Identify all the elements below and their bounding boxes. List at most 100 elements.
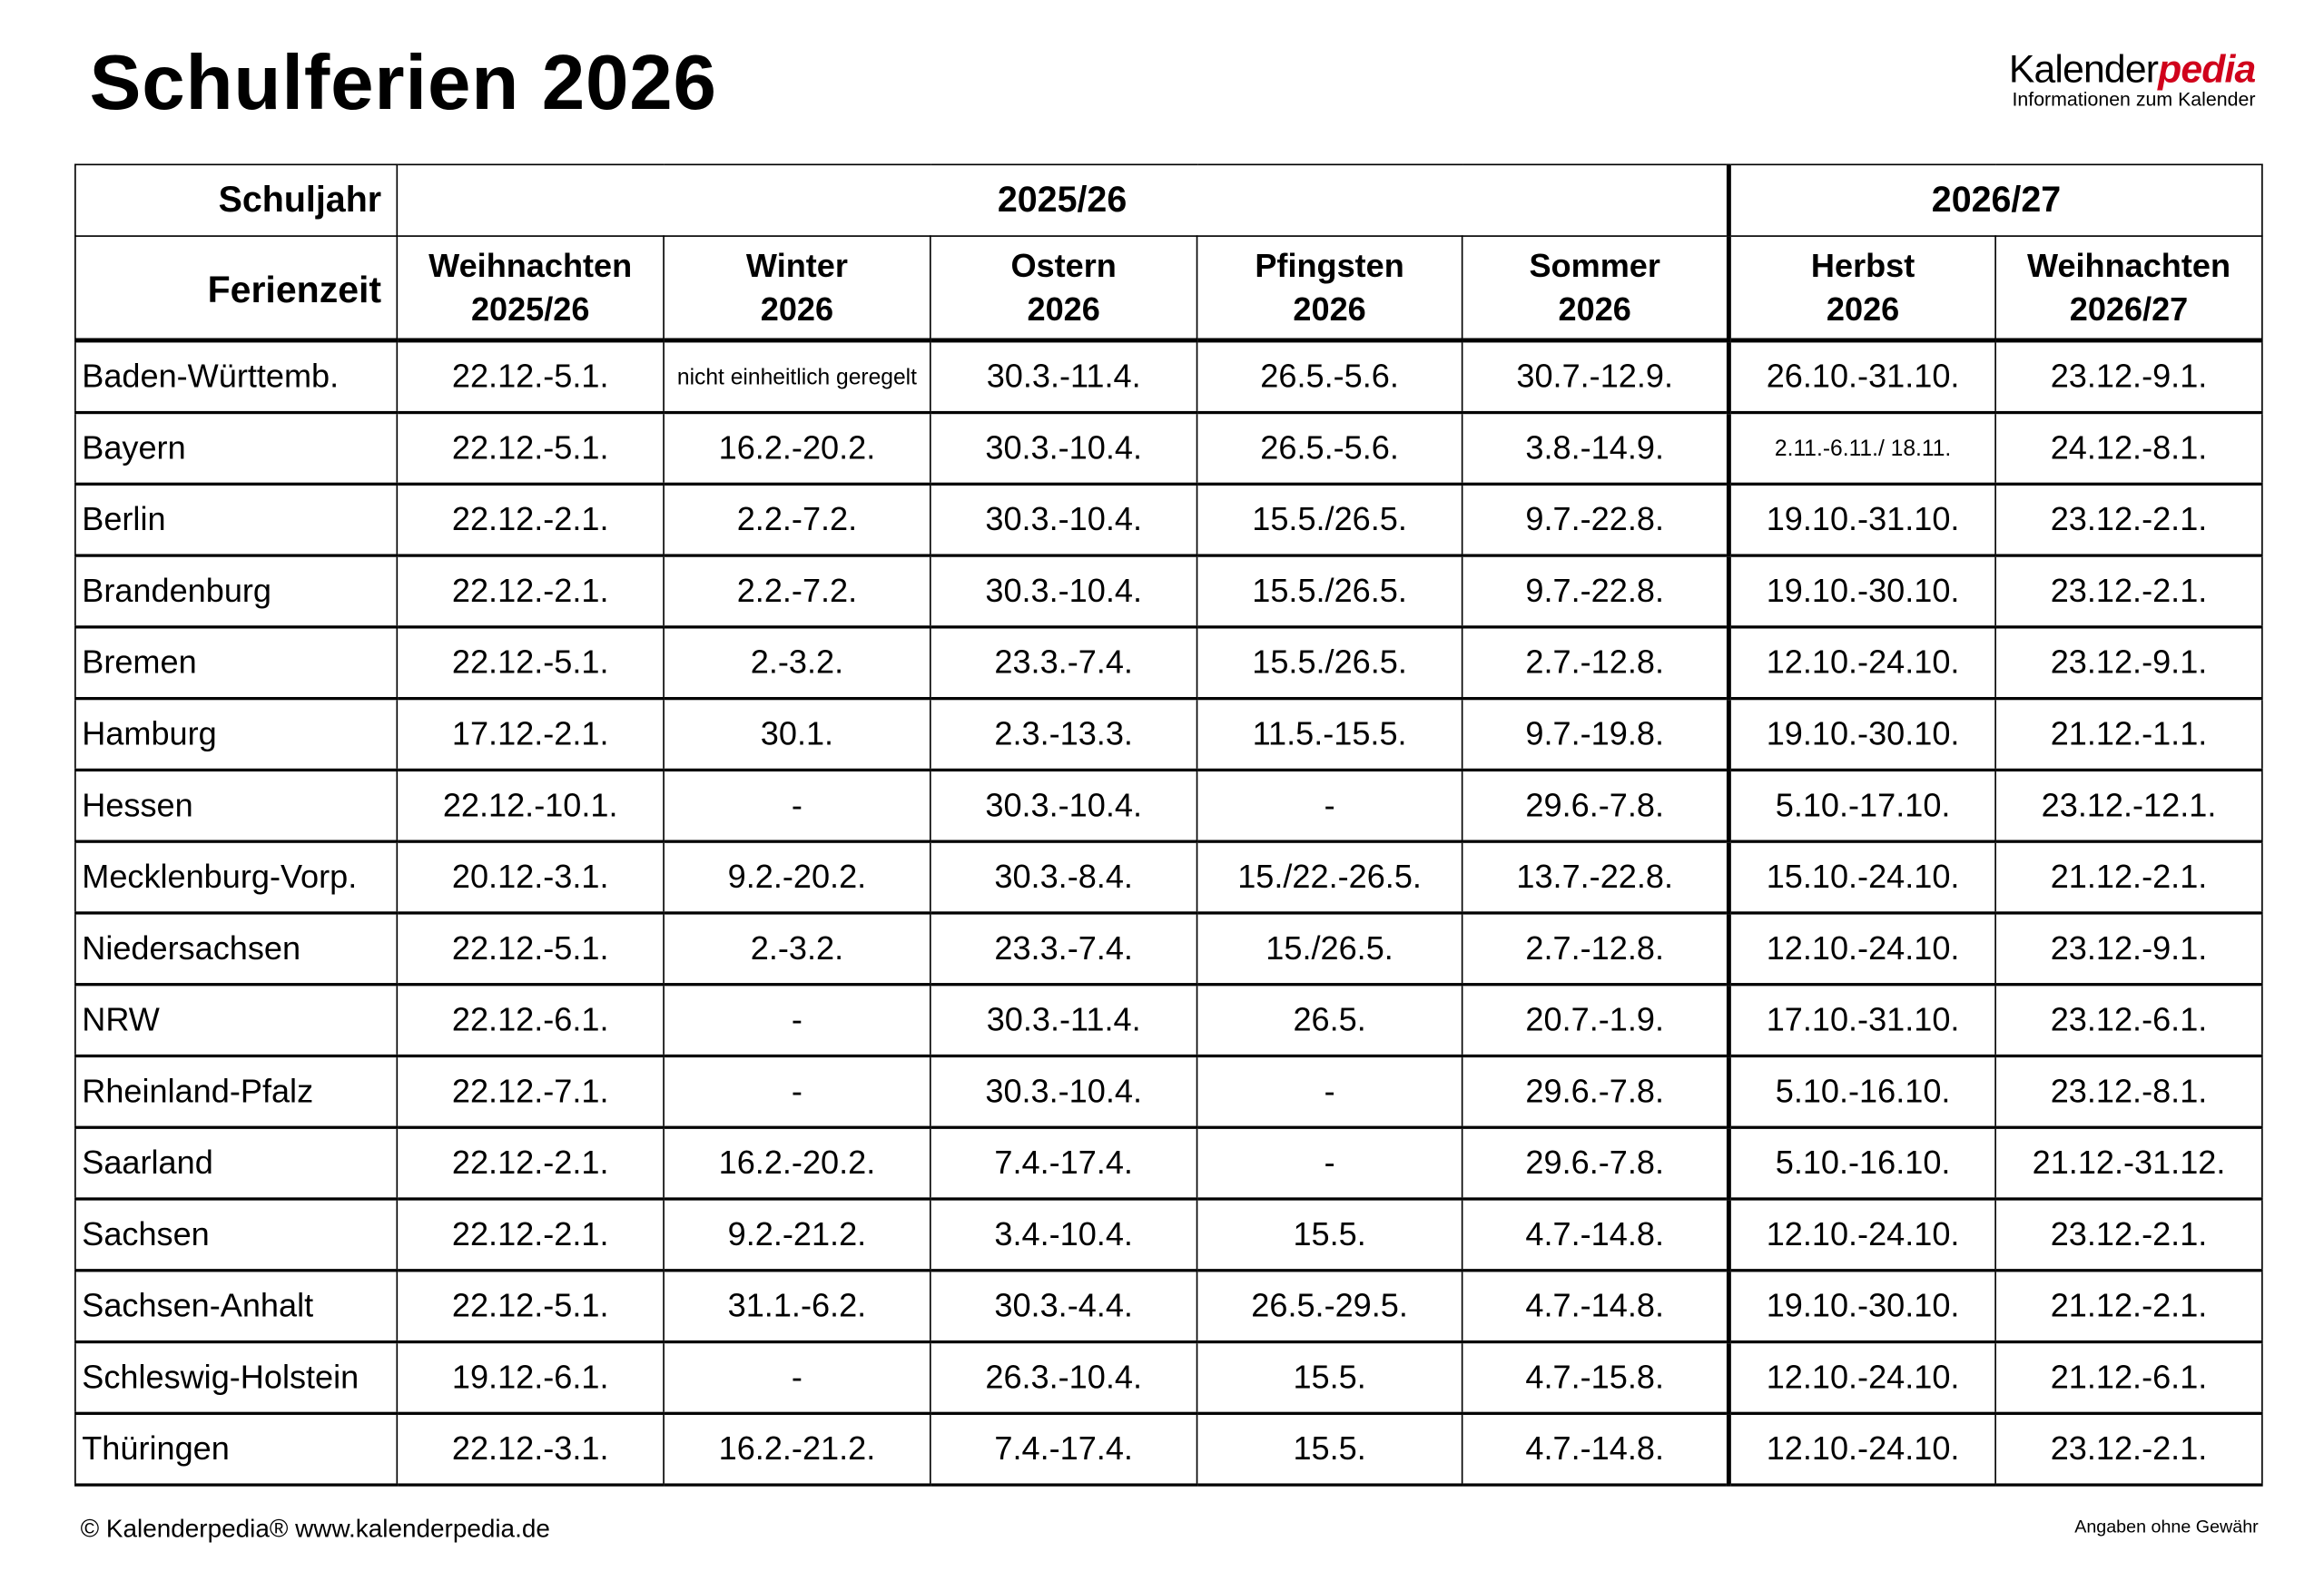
- holiday-cell: 22.12.-7.1.: [396, 1055, 665, 1129]
- table-row: Hessen 22.12.-10.1. -30.3.-10.4. -29.6.-7.8…: [74, 769, 2263, 843]
- holiday-cell: 17.10.-31.10.: [1726, 983, 1996, 1058]
- holiday-cell: 15.5./26.5.: [1196, 555, 1463, 629]
- table-row: Rheinland-Pfalz 22.12.-7.1. -30.3.-10.4. -2…: [74, 1055, 2263, 1129]
- holiday-cell: nicht einheitlich geregelt: [663, 339, 931, 415]
- holiday-cell: 16.2.-21.2.: [663, 1412, 931, 1487]
- holiday-cell: 2.7.-12.8.: [1461, 626, 1730, 701]
- holiday-cell: 15./26.5.: [1196, 912, 1463, 987]
- holiday-cell: 4.7.-15.8.: [1461, 1341, 1730, 1415]
- table-row: Niedersachsen 22.12.-5.1. 2.-3.2. 23.3.-7.4…: [74, 912, 2263, 987]
- holiday-cell: 21.12.-2.1.: [1994, 1269, 2263, 1344]
- column-header: Herbst 2026: [1726, 235, 1996, 343]
- column-header: Weihnachten 2026/27: [1994, 235, 2263, 343]
- holiday-cell: 24.12.-8.1.: [1994, 411, 2263, 486]
- table-row: Sachsen-Anhalt 22.12.-5.1. 31.1.-6.2. 30.3.…: [74, 1269, 2263, 1344]
- holiday-cell: 20.12.-3.1.: [396, 840, 665, 915]
- holiday-cell: 2.-3.2.: [663, 912, 931, 987]
- state-name: Bayern: [74, 411, 399, 486]
- holiday-cell: 9.7.-19.8.: [1461, 697, 1730, 772]
- holiday-cell: 23.12.-8.1.: [1994, 1055, 2263, 1129]
- holiday-cell: -: [1196, 769, 1463, 843]
- table-row: Hamburg 17.12.-2.1. 30.1. 2.3.-13.3. 11.5.-1…: [74, 697, 2263, 772]
- holiday-cell: 22.12.-5.1.: [396, 339, 665, 415]
- holiday-cell: 15.5./26.5.: [1196, 626, 1463, 701]
- holiday-cell: 12.10.-24.10.: [1726, 912, 1996, 987]
- column-header-year: 2026: [1027, 290, 1100, 329]
- state-name: Niedersachsen: [74, 912, 399, 987]
- holiday-cell: 13.7.-22.8.: [1461, 840, 1730, 915]
- footer-copyright: © Kalenderpedia® www.kalenderpedia.de: [80, 1514, 550, 1544]
- holiday-cell: 9.2.-20.2.: [663, 840, 931, 915]
- holiday-cell: 30.3.-10.4.: [929, 1055, 1198, 1129]
- holiday-cell: 26.10.-31.10.: [1726, 339, 1996, 415]
- holiday-cell: 22.12.-5.1.: [396, 1269, 665, 1344]
- holiday-cell: 12.10.-24.10.: [1726, 626, 1996, 701]
- holiday-cell: 22.12.-6.1.: [396, 983, 665, 1058]
- holiday-cell: 9.7.-22.8.: [1461, 555, 1730, 629]
- column-header-year: 2026: [760, 290, 834, 329]
- table-row: Bremen 22.12.-5.1. 2.-3.2. 23.3.-7.4. 15.5./…: [74, 626, 2263, 701]
- holiday-cell: 23.12.-9.1.: [1994, 339, 2263, 415]
- column-header-name: Pfingsten: [1255, 247, 1404, 285]
- column-header-name: Winter: [745, 247, 848, 285]
- table-row: Baden-Württemb. 22.12.-5.1. nicht einheitl…: [74, 339, 2263, 415]
- state-name: Schleswig-Holstein: [74, 1341, 399, 1415]
- holiday-cell: 2.2.-7.2.: [663, 483, 931, 557]
- holiday-cell: 30.3.-10.4.: [929, 769, 1198, 843]
- holiday-cell: 26.5.-29.5.: [1196, 1269, 1463, 1344]
- holiday-cell: 12.10.-24.10.: [1726, 1341, 1996, 1415]
- state-name: Brandenburg: [74, 555, 399, 629]
- holiday-cell: 23.12.-2.1.: [1994, 483, 2263, 557]
- holiday-cell: 19.12.-6.1.: [396, 1341, 665, 1415]
- holiday-cell: 30.3.-4.4.: [929, 1269, 1198, 1344]
- holiday-cell: 23.12.-9.1.: [1994, 626, 2263, 701]
- logo-text: Kalender: [2008, 45, 2159, 92]
- table-row: Berlin 22.12.-2.1. 2.2.-7.2. 30.3.-10.4. 15.…: [74, 483, 2263, 557]
- column-header-year: 2025/26: [470, 290, 590, 329]
- holiday-cell: 19.10.-31.10.: [1726, 483, 1996, 557]
- table-row: Bayern 22.12.-5.1. 16.2.-20.2. 30.3.-10.4. 2…: [74, 411, 2263, 486]
- holiday-cell: 22.12.-2.1.: [396, 483, 665, 557]
- column-header-name: Herbst: [1810, 247, 1915, 285]
- holiday-cell: 4.7.-14.8.: [1461, 1412, 1730, 1487]
- holiday-cell: 22.12.-5.1.: [396, 912, 665, 987]
- holiday-cell: 26.5.-5.6.: [1196, 339, 1463, 415]
- column-header-year: 2026: [1558, 290, 1631, 329]
- holiday-cell: 30.1.: [663, 697, 931, 772]
- holiday-cell: 20.7.-1.9.: [1461, 983, 1730, 1058]
- holiday-cell: 30.3.-11.4.: [929, 983, 1198, 1058]
- holiday-cell: 17.12.-2.1.: [396, 697, 665, 772]
- holiday-cell: 30.3.-11.4.: [929, 339, 1198, 415]
- column-header-year: 2026: [1826, 290, 1900, 329]
- column-header-name: Weihnachten: [428, 247, 633, 285]
- holiday-cell: -: [663, 1341, 931, 1415]
- holiday-cell: 30.7.-12.9.: [1461, 339, 1730, 415]
- holiday-cell: 31.1.-6.2.: [663, 1269, 931, 1344]
- holiday-cell: 23.12.-12.1.: [1994, 769, 2263, 843]
- holiday-cell: 22.12.-2.1.: [396, 1126, 665, 1201]
- holiday-cell: 3.4.-10.4.: [929, 1198, 1198, 1272]
- column-header: Weihnachten 2025/26: [396, 235, 665, 343]
- column-header: Sommer 2026: [1461, 235, 1730, 343]
- holiday-cell: 30.3.-10.4.: [929, 483, 1198, 557]
- holiday-cell: 21.12.-31.12.: [1994, 1126, 2263, 1201]
- logo-text-accent: pedia: [2158, 45, 2256, 92]
- holiday-cell: 2.-3.2.: [663, 626, 931, 701]
- holiday-cell: 21.12.-2.1.: [1994, 840, 2263, 915]
- state-name: NRW: [74, 983, 399, 1058]
- holiday-cell: 19.10.-30.10.: [1726, 555, 1996, 629]
- schuljahr-label: Schuljahr: [74, 163, 399, 237]
- state-name: Sachsen: [74, 1198, 399, 1272]
- holiday-cell: -: [663, 983, 931, 1058]
- holiday-cell: 5.10.-16.10.: [1726, 1055, 1996, 1129]
- holiday-cell: 23.12.-9.1.: [1994, 912, 2263, 987]
- holiday-cell: 12.10.-24.10.: [1726, 1412, 1996, 1487]
- holiday-cell: 23.12.-2.1.: [1994, 1198, 2263, 1272]
- school-year-header: 2025/26: [396, 163, 1730, 237]
- table-row: NRW 22.12.-6.1. -30.3.-11.4. 26.5. 20.7.-1.9…: [74, 983, 2263, 1058]
- holiday-cell: 22.12.-10.1.: [396, 769, 665, 843]
- holiday-cell: 23.3.-7.4.: [929, 626, 1198, 701]
- table-row: Brandenburg 22.12.-2.1. 2.2.-7.2. 30.3.-10.…: [74, 555, 2263, 629]
- holiday-cell: 15.5./26.5.: [1196, 483, 1463, 557]
